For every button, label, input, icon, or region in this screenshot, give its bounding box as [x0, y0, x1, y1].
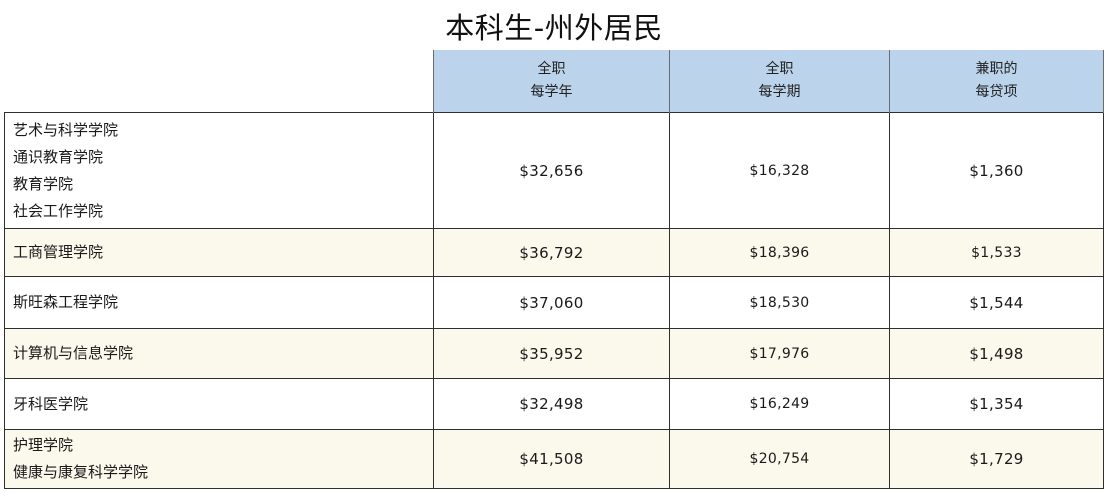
full-time-semester-value: $18,530	[669, 276, 890, 329]
school-name: 计算机与信息学院	[13, 344, 134, 362]
full-time-year-value: $32,498	[433, 378, 670, 430]
table-row: 计算机与信息学院 $35,952 $17,976 $1,498	[4, 328, 1104, 379]
school-cell: 工商管理学院	[4, 228, 434, 277]
header-row: 全职 每学年 全职 每学期 兼职的 每贷项	[4, 50, 1104, 113]
full-time-semester-value: $16,249	[669, 378, 890, 430]
header-line: 兼职的	[975, 61, 1018, 77]
table-row: 艺术与科学学院 通识教育学院 教育学院 社会工作学院 $32,656 $16,3…	[4, 112, 1104, 229]
school-name: 健康与康复科学学院	[13, 463, 149, 481]
full-time-semester-value: $20,754	[669, 429, 890, 489]
full-time-year-value: $41,508	[433, 429, 670, 489]
school-name: 护理学院	[13, 436, 74, 454]
header-line: 每贷项	[975, 84, 1018, 100]
school-cell: 护理学院 健康与康复科学学院	[4, 429, 434, 489]
school-name: 社会工作学院	[13, 201, 104, 220]
full-time-semester-value: $16,328	[669, 112, 890, 229]
full-time-semester-value: $18,396	[669, 228, 890, 277]
school-cell: 牙科医学院	[4, 378, 434, 430]
table-row: 工商管理学院 $36,792 $18,396 $1,533	[4, 228, 1104, 277]
part-time-credit-value: $1,544	[889, 276, 1104, 329]
header-full-time-semester: 全职 每学期	[669, 50, 890, 113]
school-cell: 斯旺森工程学院	[4, 276, 434, 329]
part-time-credit-value: $1,729	[889, 429, 1104, 489]
school-name: 教育学院	[13, 174, 74, 193]
school-name: 牙科医学院	[13, 394, 89, 413]
header-line: 全职	[537, 61, 566, 77]
school-name: 艺术与科学学院	[13, 120, 119, 139]
header-full-time-year: 全职 每学年	[433, 50, 670, 113]
table-row: 牙科医学院 $32,498 $16,249 $1,354	[4, 378, 1104, 430]
full-time-year-value: $35,952	[433, 328, 670, 379]
school-name: 工商管理学院	[13, 243, 104, 261]
header-line: 每学期	[758, 84, 801, 100]
school-name: 斯旺森工程学院	[13, 293, 119, 311]
table-row: 斯旺森工程学院 $37,060 $18,530 $1,544	[4, 276, 1104, 329]
school-cell: 计算机与信息学院	[4, 328, 434, 379]
full-time-year-value: $37,060	[433, 276, 670, 329]
school-cell: 艺术与科学学院 通识教育学院 教育学院 社会工作学院	[4, 112, 434, 229]
part-time-credit-value: $1,354	[889, 378, 1104, 430]
school-name: 通识教育学院	[13, 147, 104, 166]
tuition-table: 全职 每学年 全职 每学期 兼职的 每贷项 艺术与科学学院 通识教育学院 教育学…	[4, 50, 1104, 489]
full-time-semester-value: $17,976	[669, 328, 890, 379]
header-line: 全职	[765, 61, 794, 77]
part-time-credit-value: $1,360	[889, 112, 1104, 229]
header-part-time-credit: 兼职的 每贷项	[889, 50, 1104, 113]
header-blank-cell	[4, 50, 434, 113]
page-title: 本科生-州外居民	[445, 11, 663, 45]
part-time-credit-value: $1,498	[889, 328, 1104, 379]
table-row: 护理学院 健康与康复科学学院 $41,508 $20,754 $1,729	[4, 429, 1104, 489]
part-time-credit-value: $1,533	[889, 228, 1104, 277]
header-line: 每学年	[530, 84, 573, 100]
full-time-year-value: $32,656	[433, 112, 670, 229]
full-time-year-value: $36,792	[433, 228, 670, 277]
